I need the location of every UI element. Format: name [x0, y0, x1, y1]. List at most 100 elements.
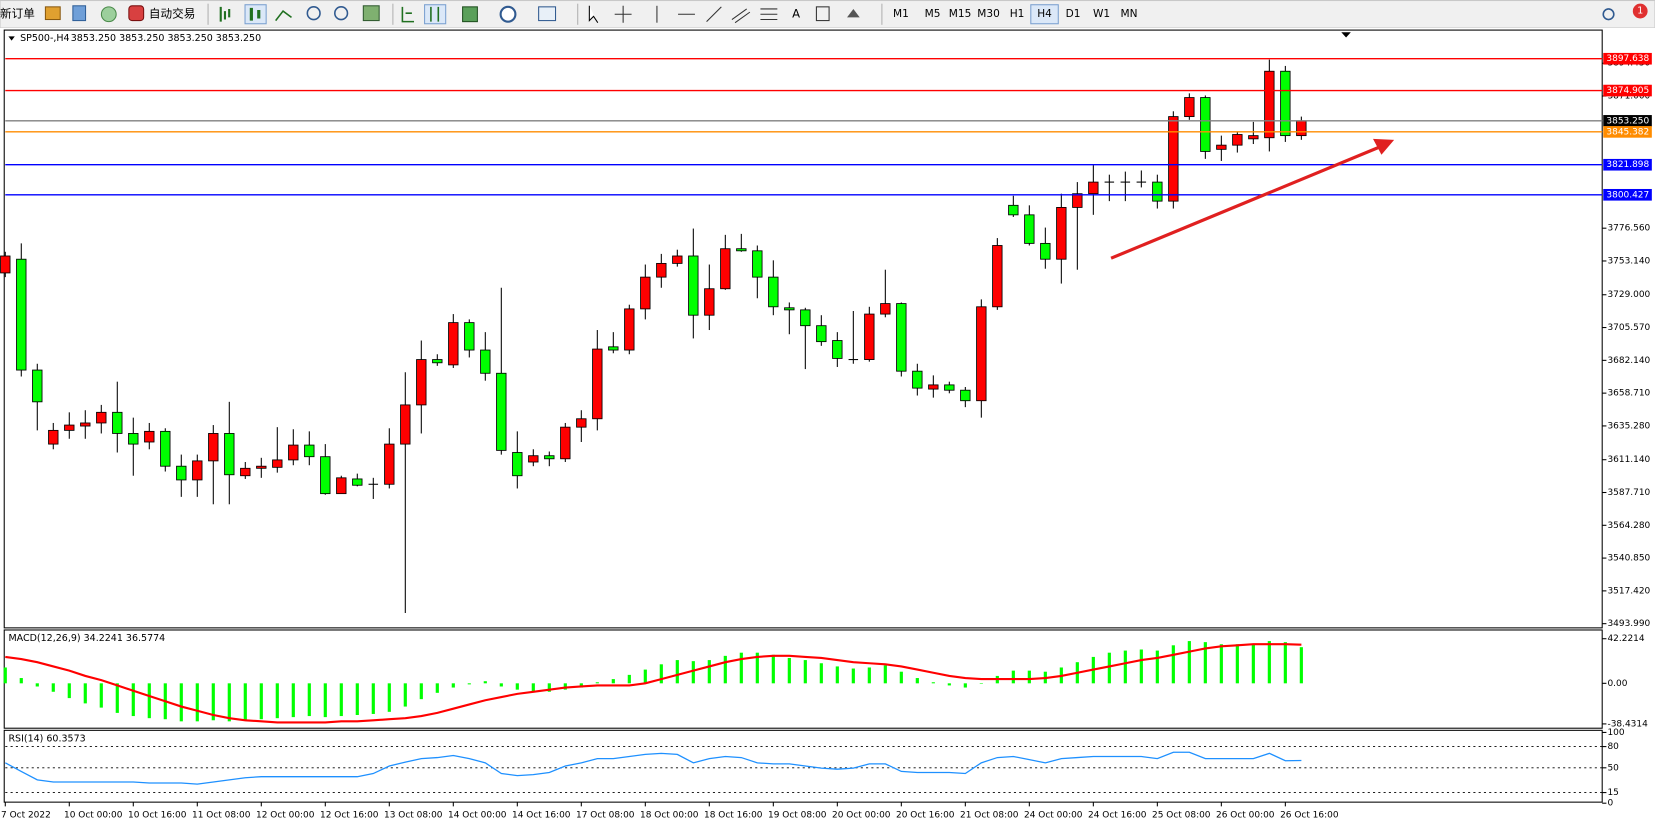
icon[interactable]	[100, 6, 117, 23]
macd-bar	[915, 678, 919, 684]
candle-body	[1232, 134, 1243, 146]
candle-body	[768, 276, 779, 308]
macd-bar	[1155, 650, 1159, 684]
ohlc-values: 3853.250 3853.250 3853.250 3853.250	[71, 33, 261, 44]
timeframe-button[interactable]: M15	[949, 8, 972, 20]
macd-bar	[403, 683, 407, 707]
y-tick-label: 42.2214	[1607, 634, 1644, 644]
candles-icon[interactable]	[249, 7, 261, 21]
candle-body	[176, 465, 187, 481]
crosshair-icon[interactable]	[614, 5, 632, 23]
auto-trading-icon[interactable]	[128, 5, 145, 22]
shift-icon[interactable]	[430, 6, 440, 22]
macd-bar	[1235, 644, 1239, 684]
icon[interactable]	[72, 5, 87, 22]
macd-bar	[275, 683, 279, 719]
cursor-icon[interactable]	[588, 5, 599, 23]
indicators-icon[interactable]	[462, 6, 478, 23]
search-icon[interactable]	[1602, 8, 1615, 21]
candle-body	[1184, 97, 1195, 118]
text-tool[interactable]: A	[792, 7, 800, 21]
candle-body	[1008, 204, 1019, 216]
candle-body	[880, 303, 891, 315]
macd-bar	[1187, 641, 1191, 684]
timeframe-button[interactable]: MN	[1121, 8, 1138, 20]
candle-body	[384, 443, 395, 485]
candle-body	[32, 369, 43, 403]
line-icon[interactable]	[275, 9, 292, 22]
panel-menu-icon[interactable]	[8, 36, 15, 41]
new-order-button[interactable]: 新订单	[0, 7, 35, 21]
channel-icon[interactable]	[731, 8, 751, 24]
candle-body	[1072, 193, 1083, 208]
candle-body	[336, 477, 347, 495]
candle-body	[256, 465, 267, 469]
macd-bar	[131, 683, 135, 717]
candle-body	[1040, 242, 1051, 260]
plot: 3894.4303871.0003776.5603753.1403729.000…	[0, 52, 1652, 820]
bar-chart-icon[interactable]	[219, 6, 231, 22]
macd-title: MACD(12,26,9) 34.2241 36.5774	[8, 633, 165, 644]
x-tick-label: 13 Oct 08:00	[384, 810, 443, 820]
rsi-panel	[3, 729, 1603, 803]
y-tick-label: 0	[1607, 799, 1613, 809]
price-level-tag	[1603, 115, 1652, 127]
candle-body	[800, 309, 811, 327]
macd-bar	[435, 683, 439, 693]
candle-body	[96, 411, 107, 424]
candle-body	[1248, 135, 1259, 140]
macd-bar	[1203, 642, 1207, 684]
periods-icon[interactable]	[499, 5, 517, 23]
x-tick-label: 14 Oct 16:00	[512, 810, 571, 820]
timeframe-button[interactable]: M30	[977, 8, 1000, 20]
candle-body	[496, 372, 507, 451]
zoom-out-icon[interactable]	[334, 6, 349, 21]
macd-bar	[1283, 642, 1287, 684]
notification-badge[interactable]	[1632, 3, 1648, 19]
arrows-tool[interactable]	[847, 8, 860, 18]
price-level-label: 3853.250	[1606, 116, 1649, 126]
timeframe-button[interactable]: H1	[1010, 8, 1025, 20]
macd-bar	[883, 665, 887, 684]
candle-body	[752, 250, 763, 278]
macd-bar	[147, 683, 151, 719]
macd-bar	[1123, 650, 1127, 684]
zoom-in-icon[interactable]	[306, 6, 321, 21]
macd-bar	[771, 654, 775, 684]
candle-body	[1264, 70, 1275, 139]
macd-bar	[211, 683, 215, 721]
candle-body	[864, 313, 875, 360]
templates-icon[interactable]	[538, 6, 557, 22]
x-tick-label: 18 Oct 16:00	[704, 810, 763, 820]
annotation-arrow	[1110, 144, 1383, 260]
candle-body	[1296, 120, 1307, 137]
trendline-icon[interactable]	[706, 6, 722, 23]
macd-bar	[339, 683, 343, 717]
timeframe-button[interactable]: M5	[925, 8, 941, 20]
timeframe-button[interactable]: M1	[893, 8, 909, 20]
label-tool[interactable]	[815, 6, 830, 22]
fibo-icon[interactable]	[760, 8, 778, 21]
x-tick-label: 26 Oct 16:00	[1280, 810, 1339, 820]
timeframe-button[interactable]: W1	[1093, 8, 1110, 20]
candle-body	[448, 322, 459, 366]
candle-body	[1088, 181, 1099, 195]
candle-body	[480, 349, 491, 374]
candle-body	[304, 444, 315, 458]
macd-bar	[531, 683, 535, 692]
icon[interactable]	[44, 6, 61, 21]
y-tick-label: 3540.850	[1607, 554, 1650, 564]
candle-body	[160, 430, 171, 467]
tile-icon[interactable]	[362, 5, 380, 22]
macd-bar	[1107, 652, 1111, 684]
candle-body	[464, 322, 475, 351]
macd-bar	[867, 667, 871, 684]
macd-bar	[675, 660, 679, 684]
candle-body	[560, 426, 571, 460]
candle-body	[128, 433, 139, 445]
timeframe-button[interactable]: D1	[1066, 8, 1081, 20]
toolbar: 新订单 自动交易 A M1 M5 M15 M30 H1 H4 D1 W1 MN	[0, 0, 1655, 29]
timeframe-button[interactable]: H4	[1037, 8, 1052, 20]
auto-trading-button[interactable]: 自动交易	[149, 7, 195, 21]
scroll-icon[interactable]	[401, 6, 415, 23]
